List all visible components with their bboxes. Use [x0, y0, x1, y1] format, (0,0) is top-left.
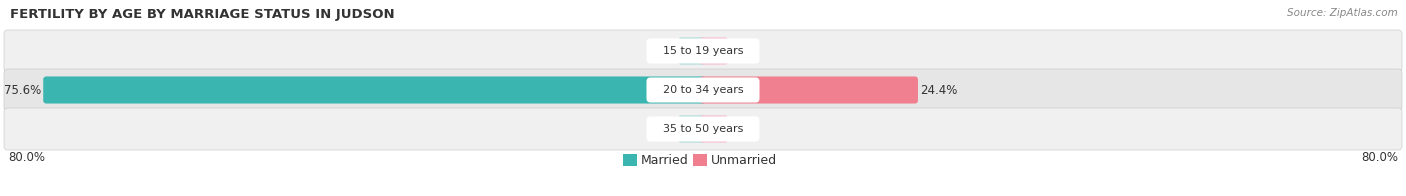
Text: 15 to 19 years: 15 to 19 years — [662, 46, 744, 56]
FancyBboxPatch shape — [678, 115, 706, 142]
FancyBboxPatch shape — [693, 154, 707, 166]
Text: 75.6%: 75.6% — [4, 83, 41, 96]
FancyBboxPatch shape — [647, 77, 759, 103]
Text: Source: ZipAtlas.com: Source: ZipAtlas.com — [1288, 8, 1398, 18]
FancyBboxPatch shape — [647, 116, 759, 142]
FancyBboxPatch shape — [4, 69, 1402, 111]
Text: Unmarried: Unmarried — [711, 153, 778, 166]
Text: 0.0%: 0.0% — [647, 122, 676, 135]
Text: 0.0%: 0.0% — [647, 44, 676, 57]
FancyBboxPatch shape — [700, 115, 728, 142]
Text: 80.0%: 80.0% — [8, 151, 45, 164]
FancyBboxPatch shape — [700, 76, 918, 103]
Text: 35 to 50 years: 35 to 50 years — [662, 124, 744, 134]
FancyBboxPatch shape — [44, 76, 706, 103]
FancyBboxPatch shape — [700, 37, 728, 64]
FancyBboxPatch shape — [4, 30, 1402, 72]
FancyBboxPatch shape — [678, 37, 706, 64]
FancyBboxPatch shape — [623, 154, 637, 166]
FancyBboxPatch shape — [647, 38, 759, 64]
Text: 24.4%: 24.4% — [920, 83, 957, 96]
FancyBboxPatch shape — [4, 108, 1402, 150]
Text: FERTILITY BY AGE BY MARRIAGE STATUS IN JUDSON: FERTILITY BY AGE BY MARRIAGE STATUS IN J… — [10, 8, 395, 21]
Text: 0.0%: 0.0% — [730, 122, 759, 135]
Text: Married: Married — [641, 153, 689, 166]
Text: 0.0%: 0.0% — [730, 44, 759, 57]
Text: 80.0%: 80.0% — [1361, 151, 1398, 164]
Text: 20 to 34 years: 20 to 34 years — [662, 85, 744, 95]
